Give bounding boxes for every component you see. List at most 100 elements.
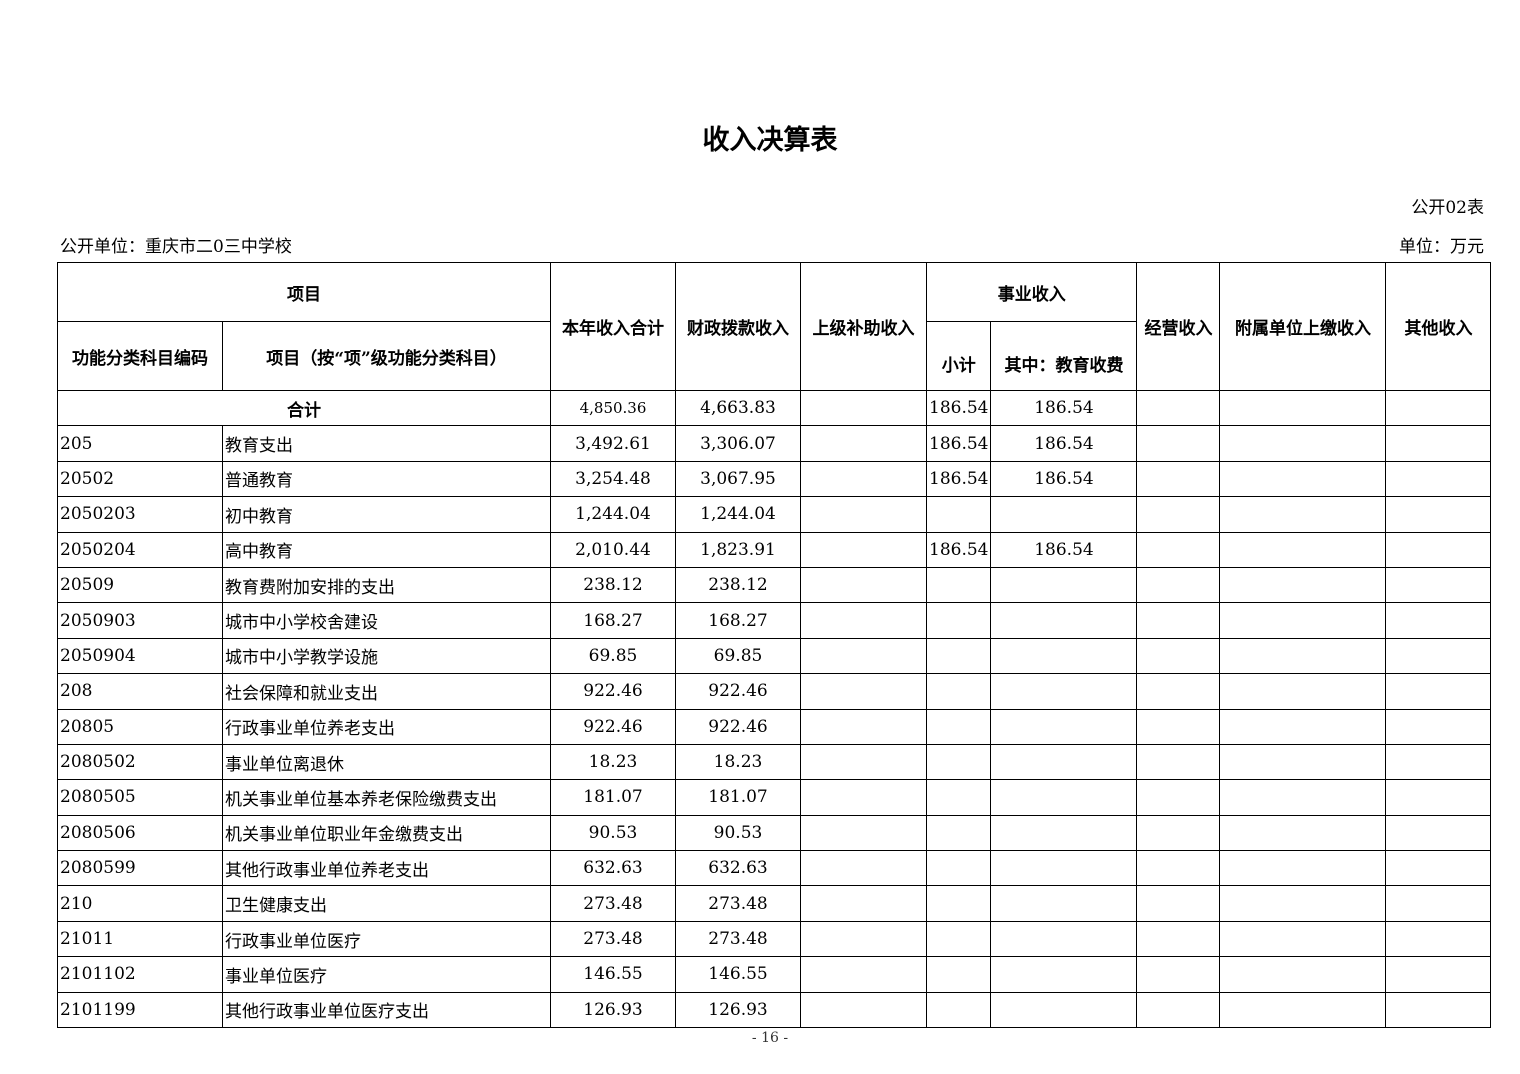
cell-edu-fee (990, 637, 1138, 675)
cell-subtotal (925, 566, 992, 604)
cell-operating (1136, 956, 1221, 993)
table-row: 21011 行政事业单位医疗 273.48 273.48 (57, 920, 1492, 958)
header-code: 功能分类科目编码 (57, 321, 223, 391)
cell-subtotal: 186.54 (925, 460, 992, 498)
total-row: 合计 4,850.36 4,663.83 186.54 186.54 (57, 389, 1492, 427)
cell-name: 行政事业单位养老支出 (222, 708, 551, 745)
table-row: 2050203 初中教育 1,244.04 1,244.04 (57, 496, 1492, 533)
table-number: 公开02表 (1411, 198, 1484, 218)
cell-other (1385, 602, 1492, 639)
cell-name: 事业单位离退休 (222, 743, 551, 781)
cell-affiliated (1219, 814, 1387, 852)
cell-operating (1136, 991, 1221, 1029)
cell-fiscal: 146.55 (675, 956, 801, 993)
cell-code: 2050203 (57, 496, 223, 533)
header-fiscal: 财政拨款收入 (675, 262, 801, 391)
income-table: 项目 本年收入合计 财政拨款收入 上级补助收入 事业收入 经营收入 附属单位上缴… (57, 262, 1492, 1029)
header-name: 项目（按“项”级功能分类科目） (222, 321, 551, 391)
cell-superior (800, 779, 927, 816)
total-label: 合计 (57, 389, 551, 427)
cell-operating (1136, 496, 1221, 533)
cell-edu-fee: 186.54 (990, 425, 1138, 462)
cell-total: 632.63 (550, 850, 676, 887)
cell-edu-fee (990, 779, 1138, 816)
cell-superior (800, 920, 927, 958)
cell-subtotal: 186.54 (925, 389, 992, 427)
cell-name: 机关事业单位基本养老保险缴费支出 (222, 779, 551, 816)
cell-affiliated (1219, 531, 1387, 568)
cell-code: 20509 (57, 566, 223, 604)
cell-total: 3,254.48 (550, 460, 676, 498)
cell-fiscal: 4,663.83 (675, 389, 801, 427)
cell-fiscal: 18.23 (675, 743, 801, 781)
cell-edu-fee (990, 602, 1138, 639)
cell-edu-fee (990, 956, 1138, 993)
cell-other (1385, 814, 1492, 852)
cell-total: 146.55 (550, 956, 676, 993)
cell-other (1385, 566, 1492, 604)
cell-fiscal: 922.46 (675, 673, 801, 710)
cell-edu-fee (990, 743, 1138, 781)
cell-total: 4,850.36 (550, 389, 676, 427)
cell-subtotal (925, 637, 992, 675)
cell-superior (800, 602, 927, 639)
cell-edu-fee (990, 566, 1138, 604)
cell-subtotal (925, 673, 992, 710)
cell-operating (1136, 673, 1221, 710)
cell-edu-fee (990, 920, 1138, 958)
cell-total: 273.48 (550, 885, 676, 922)
cell-name: 其他行政事业单位养老支出 (222, 850, 551, 887)
cell-other (1385, 743, 1492, 781)
cell-code: 20502 (57, 460, 223, 498)
cell-total: 69.85 (550, 637, 676, 675)
cell-code: 208 (57, 673, 223, 710)
cell-operating (1136, 566, 1221, 604)
cell-superior (800, 885, 927, 922)
cell-superior (800, 389, 927, 427)
cell-total: 3,492.61 (550, 425, 676, 462)
cell-code: 210 (57, 885, 223, 922)
header-business: 事业收入 (925, 262, 1138, 322)
cell-edu-fee (990, 496, 1138, 533)
cell-fiscal: 632.63 (675, 850, 801, 887)
cell-other (1385, 496, 1492, 533)
cell-superior (800, 956, 927, 993)
cell-name: 卫生健康支出 (222, 885, 551, 922)
cell-name: 机关事业单位职业年金缴费支出 (222, 814, 551, 852)
cell-superior (800, 496, 927, 533)
cell-affiliated (1219, 991, 1387, 1029)
cell-fiscal: 1,823.91 (675, 531, 801, 568)
cell-total: 238.12 (550, 566, 676, 604)
cell-other (1385, 850, 1492, 887)
cell-affiliated (1219, 850, 1387, 887)
cell-other (1385, 779, 1492, 816)
cell-operating (1136, 814, 1221, 852)
cell-name: 教育费附加安排的支出 (222, 566, 551, 604)
cell-code: 2080505 (57, 779, 223, 816)
cell-affiliated (1219, 673, 1387, 710)
cell-superior (800, 991, 927, 1029)
cell-superior (800, 531, 927, 568)
table-row: 2050904 城市中小学教学设施 69.85 69.85 (57, 637, 1492, 675)
cell-total: 181.07 (550, 779, 676, 816)
cell-superior (800, 425, 927, 462)
cell-fiscal: 273.48 (675, 885, 801, 922)
cell-operating (1136, 920, 1221, 958)
cell-name: 城市中小学校舍建设 (222, 602, 551, 639)
cell-subtotal (925, 920, 992, 958)
cell-edu-fee: 186.54 (990, 460, 1138, 498)
cell-fiscal: 168.27 (675, 602, 801, 639)
cell-other (1385, 956, 1492, 993)
cell-fiscal: 922.46 (675, 708, 801, 745)
cell-name: 普通教育 (222, 460, 551, 498)
cell-operating (1136, 779, 1221, 816)
cell-subtotal (925, 743, 992, 781)
cell-name: 高中教育 (222, 531, 551, 568)
cell-code: 205 (57, 425, 223, 462)
cell-operating (1136, 425, 1221, 462)
cell-subtotal (925, 779, 992, 816)
cell-affiliated (1219, 496, 1387, 533)
cell-subtotal (925, 708, 992, 745)
cell-superior (800, 708, 927, 745)
cell-edu-fee (990, 850, 1138, 887)
